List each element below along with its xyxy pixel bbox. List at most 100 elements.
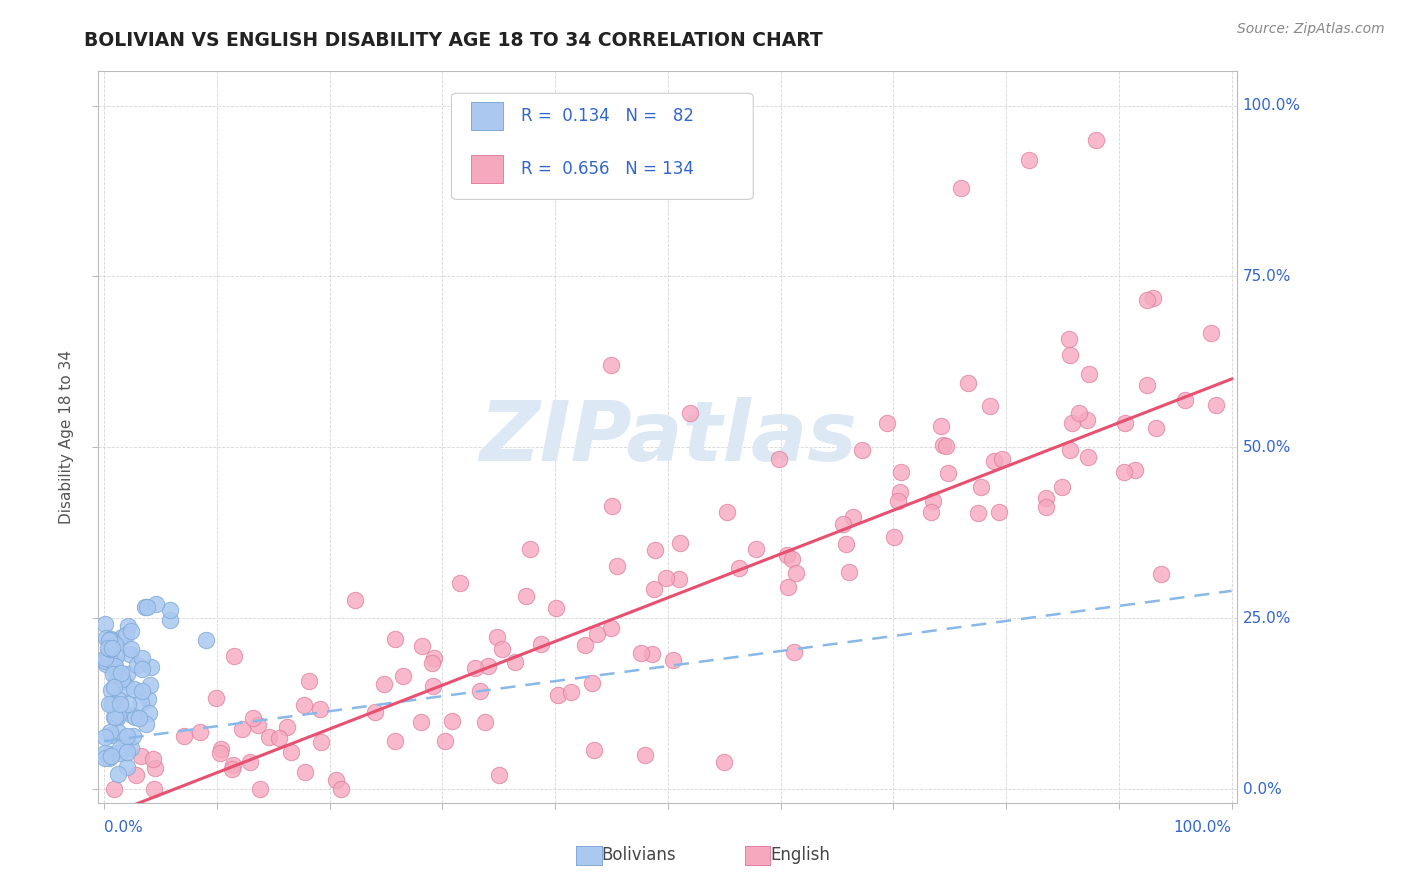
Point bbox=[98, 633, 121, 648]
Point bbox=[373, 677, 395, 691]
Text: 25.0%: 25.0% bbox=[1243, 611, 1291, 625]
Point bbox=[1067, 406, 1090, 420]
Point bbox=[135, 717, 157, 731]
Point bbox=[105, 665, 128, 679]
Point bbox=[991, 452, 1014, 467]
Point bbox=[141, 660, 163, 674]
Point bbox=[142, 752, 165, 766]
Point bbox=[780, 552, 803, 566]
Point bbox=[600, 499, 623, 513]
Point bbox=[983, 454, 1005, 468]
Point bbox=[292, 698, 315, 712]
Point bbox=[94, 746, 117, 760]
Point bbox=[768, 452, 790, 467]
Point bbox=[679, 406, 702, 420]
Point bbox=[886, 494, 908, 508]
Point bbox=[98, 725, 121, 739]
Point bbox=[876, 417, 898, 431]
Point bbox=[131, 661, 153, 675]
Point bbox=[94, 617, 117, 632]
Point bbox=[98, 747, 121, 761]
Point bbox=[98, 641, 121, 656]
Point bbox=[97, 646, 120, 660]
FancyBboxPatch shape bbox=[471, 154, 503, 183]
Point bbox=[222, 648, 245, 663]
Point bbox=[851, 442, 873, 457]
Point bbox=[643, 582, 665, 596]
Point bbox=[121, 707, 143, 722]
Point bbox=[634, 747, 657, 762]
Point bbox=[1035, 500, 1057, 515]
Point bbox=[890, 465, 912, 479]
FancyBboxPatch shape bbox=[451, 94, 754, 200]
Point bbox=[1142, 291, 1164, 305]
Text: 0.0%: 0.0% bbox=[104, 820, 143, 835]
Point bbox=[249, 782, 271, 797]
Point bbox=[662, 652, 685, 666]
Point bbox=[122, 681, 145, 696]
Point bbox=[205, 691, 228, 706]
Point bbox=[832, 517, 855, 532]
Point bbox=[94, 751, 117, 765]
Point bbox=[103, 710, 125, 724]
Point bbox=[98, 648, 121, 662]
Point bbox=[745, 542, 768, 557]
Point bbox=[294, 765, 316, 780]
Point bbox=[115, 681, 138, 695]
Point bbox=[988, 505, 1011, 519]
Point bbox=[221, 762, 243, 776]
Point bbox=[728, 561, 751, 575]
Point bbox=[124, 709, 146, 723]
Point bbox=[1050, 480, 1073, 494]
Point bbox=[125, 768, 148, 782]
Point bbox=[669, 535, 692, 549]
Point bbox=[105, 710, 128, 724]
Point bbox=[544, 601, 567, 615]
Point bbox=[101, 666, 124, 681]
Text: 100.0%: 100.0% bbox=[1243, 98, 1301, 113]
Point bbox=[100, 728, 122, 742]
Text: 100.0%: 100.0% bbox=[1174, 820, 1232, 835]
Point bbox=[94, 651, 117, 665]
Point bbox=[122, 730, 145, 744]
Point bbox=[970, 480, 993, 494]
Point bbox=[138, 706, 160, 720]
Point bbox=[111, 674, 134, 689]
Point bbox=[136, 600, 159, 615]
Point bbox=[423, 651, 446, 665]
Point bbox=[108, 693, 131, 707]
Point bbox=[547, 688, 569, 702]
Point bbox=[935, 439, 957, 453]
Point bbox=[630, 646, 652, 660]
Point bbox=[1059, 348, 1081, 362]
Point bbox=[120, 647, 142, 661]
Point bbox=[776, 580, 799, 594]
Point bbox=[117, 697, 139, 711]
Point bbox=[111, 740, 134, 755]
Point bbox=[1076, 413, 1098, 427]
Point bbox=[117, 745, 139, 759]
Point bbox=[936, 466, 959, 480]
Point bbox=[477, 658, 499, 673]
Point bbox=[94, 730, 117, 744]
Text: 50.0%: 50.0% bbox=[1243, 440, 1291, 455]
Point bbox=[464, 661, 486, 675]
Point bbox=[115, 667, 138, 681]
Point bbox=[440, 714, 463, 729]
Point bbox=[105, 673, 128, 688]
Point bbox=[145, 761, 167, 775]
Y-axis label: Disability Age 18 to 34: Disability Age 18 to 34 bbox=[59, 350, 75, 524]
Point bbox=[585, 626, 607, 640]
Point bbox=[103, 782, 125, 797]
Point bbox=[131, 684, 153, 698]
FancyBboxPatch shape bbox=[471, 102, 503, 130]
Point bbox=[783, 645, 806, 659]
Point bbox=[1174, 392, 1197, 407]
Point bbox=[107, 707, 129, 722]
Text: R =  0.134   N =   82: R = 0.134 N = 82 bbox=[522, 107, 695, 125]
Point bbox=[104, 709, 127, 723]
Text: 0.0%: 0.0% bbox=[1243, 781, 1281, 797]
Point bbox=[94, 654, 117, 668]
Point bbox=[932, 438, 955, 452]
Point bbox=[655, 570, 678, 584]
